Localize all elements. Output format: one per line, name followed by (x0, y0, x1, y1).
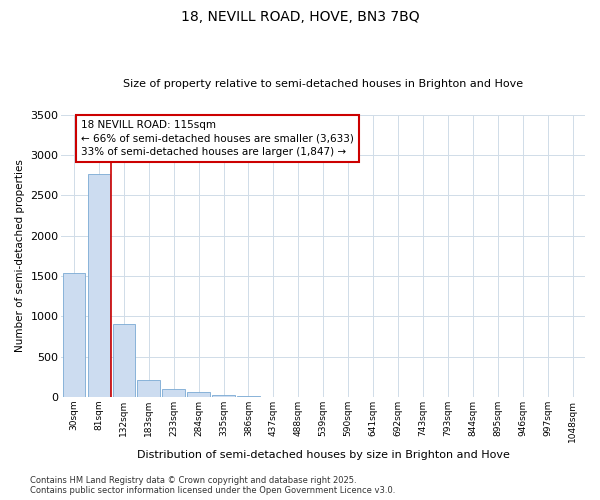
Text: 18, NEVILL ROAD, HOVE, BN3 7BQ: 18, NEVILL ROAD, HOVE, BN3 7BQ (181, 10, 419, 24)
Title: Size of property relative to semi-detached houses in Brighton and Hove: Size of property relative to semi-detach… (123, 79, 523, 89)
Text: Contains HM Land Registry data © Crown copyright and database right 2025.
Contai: Contains HM Land Registry data © Crown c… (30, 476, 395, 495)
Text: 18 NEVILL ROAD: 115sqm
← 66% of semi-detached houses are smaller (3,633)
33% of : 18 NEVILL ROAD: 115sqm ← 66% of semi-det… (82, 120, 354, 157)
Bar (113, 324, 135, 397)
Bar (63, 273, 85, 397)
Bar (88, 174, 110, 397)
X-axis label: Distribution of semi-detached houses by size in Brighton and Hove: Distribution of semi-detached houses by … (137, 450, 509, 460)
Y-axis label: Number of semi-detached properties: Number of semi-detached properties (15, 160, 25, 352)
Bar (163, 389, 185, 397)
Bar (187, 392, 210, 397)
Bar (212, 396, 235, 397)
Bar (137, 380, 160, 397)
